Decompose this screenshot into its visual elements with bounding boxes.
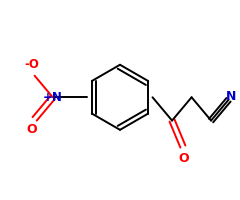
Text: O: O — [179, 152, 189, 165]
Text: O: O — [26, 123, 37, 136]
Text: +N: +N — [43, 91, 63, 104]
Text: N: N — [226, 90, 236, 103]
Text: -O: -O — [24, 58, 39, 71]
